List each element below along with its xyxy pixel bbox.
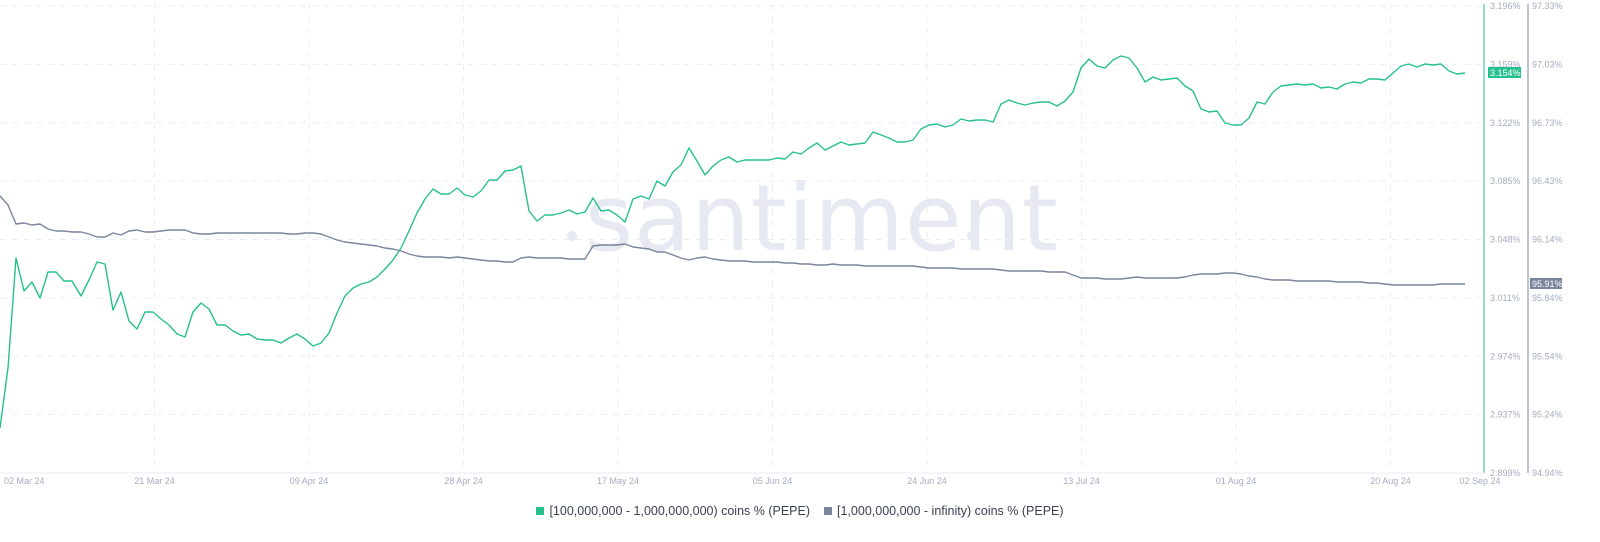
x-tick-label: 13 Jul 24 (1063, 476, 1100, 486)
x-tick-label: 21 Mar 24 (134, 476, 175, 486)
legend-label: [100,000,000 - 1,000,000,000) coins % (P… (549, 504, 811, 518)
y-right-tick-label: 95.54% (1532, 351, 1563, 361)
y-left-tick-label: 3.122% (1490, 118, 1521, 128)
y-right-tick-label: 94.94% (1532, 468, 1563, 478)
x-tick-label: 20 Aug 24 (1370, 476, 1411, 486)
santiment-watermark: santiment (585, 165, 1059, 272)
y-left-tick-label: 3.048% (1490, 235, 1521, 245)
y-left-tick-label: 2.899% (1490, 468, 1521, 478)
legend-item-whales[interactable]: [1,000,000,000 - infinity) coins % (PEPE… (824, 504, 1064, 518)
y-left-tick-label: 3.011% (1490, 293, 1520, 303)
chart-series (0, 55, 1466, 429)
svg-text:95.91%: 95.91% (1532, 279, 1563, 289)
y-left-tick-label: 3.196% (1490, 1, 1521, 11)
series-line-whales (0, 195, 1465, 286)
y-left-tick-label: 3.085% (1490, 176, 1521, 186)
watermark-dot-right (967, 231, 977, 241)
y-axis-left: 3.196% 3.159% 3.122% 3.085% 3.048% 3.011% 2.97… (1490, 1, 1521, 478)
x-tick-label: 09 Apr 24 (290, 476, 329, 486)
current-value-badge-gray: 95.91% (1530, 278, 1563, 289)
y-left-tick-label: 2.937% (1490, 410, 1521, 420)
y-left-tick-label: 3.159% (1490, 59, 1521, 69)
x-tick-label: 17 May 24 (597, 476, 639, 486)
legend-label: [1,000,000,000 - infinity) coins % (PEPE… (837, 504, 1064, 518)
current-value-badge-green: 3.154% (1488, 67, 1521, 78)
y-right-tick-label: 95.84% (1532, 293, 1563, 303)
x-tick-label: 05 Jun 24 (753, 476, 793, 486)
series-line-mid-holders (0, 55, 1466, 429)
watermark-dot-left (567, 231, 577, 241)
x-axis: 02 Mar 24 21 Mar 24 09 Apr 24 28 Apr 24 17 M… (4, 476, 1501, 486)
chart-legend: [100,000,000 - 1,000,000,000) coins % (P… (0, 504, 1600, 518)
y-right-tick-label: 95.24% (1532, 410, 1563, 420)
x-tick-label: 02 Mar 24 (4, 476, 45, 486)
legend-swatch-gray-icon (824, 507, 833, 515)
legend-item-mid-holders[interactable]: [100,000,000 - 1,000,000,000) coins % (P… (536, 504, 810, 518)
y-left-tick-label: 2.974% (1490, 351, 1521, 361)
y-right-tick-label: 97.33% (1532, 1, 1563, 11)
y-axis-right: 97.33% 97.03% 96.73% 96.43% 96.14% 95.84% 95.5… (1532, 1, 1563, 478)
legend-swatch-green-icon (536, 507, 545, 515)
y-right-tick-label: 96.73% (1532, 118, 1563, 128)
y-right-tick-label: 97.03% (1532, 59, 1563, 69)
x-tick-label: 01 Aug 24 (1216, 476, 1257, 486)
x-tick-label: 02 Sep 24 (1459, 476, 1500, 486)
x-tick-label: 28 Apr 24 (444, 476, 483, 486)
y-right-tick-label: 96.14% (1532, 235, 1563, 245)
y-right-tick-label: 96.43% (1532, 176, 1563, 186)
x-tick-label: 24 Jun 24 (907, 476, 947, 486)
svg-text:3.154%: 3.154% (1490, 68, 1521, 78)
